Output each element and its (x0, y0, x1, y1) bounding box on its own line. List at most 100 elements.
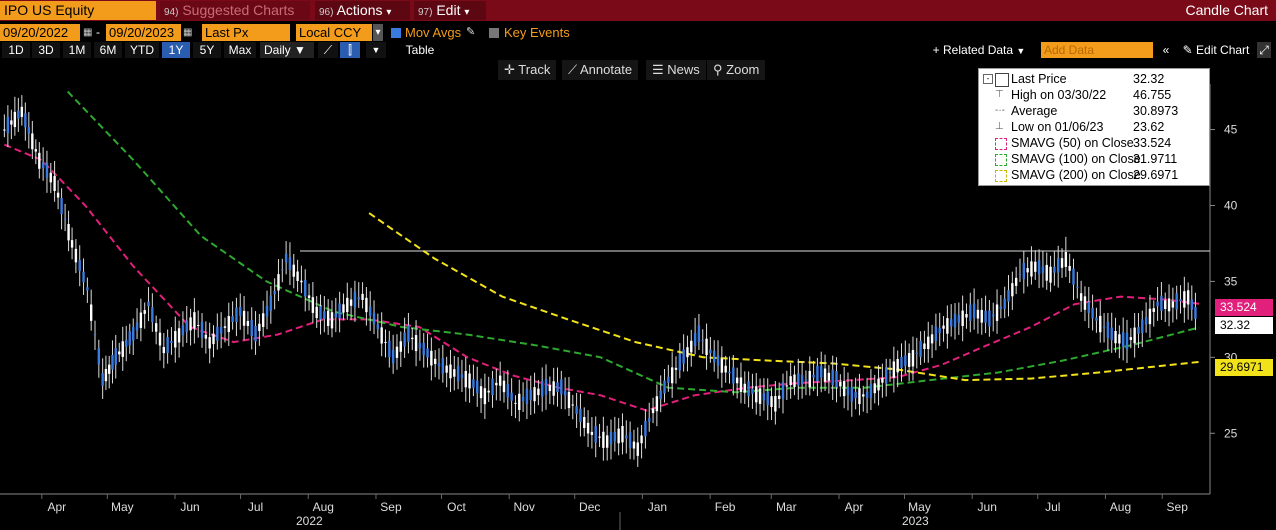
candle-body (640, 435, 643, 444)
news-label: News (667, 62, 700, 77)
collapse-icon[interactable]: - (983, 74, 993, 84)
candle-body (132, 327, 135, 341)
candle-body (304, 279, 307, 297)
candle-body (403, 332, 406, 347)
candle-body (1018, 273, 1022, 275)
line-chart-icon[interactable]: ⟋ (318, 42, 338, 58)
track-button[interactable]: ✛ Track (498, 60, 557, 80)
period-button-1m[interactable]: 1M (63, 42, 91, 58)
pencil-icon[interactable]: ✎ (466, 26, 476, 38)
y-tick-label: 40 (1224, 198, 1238, 212)
period-button-max[interactable]: Max (224, 42, 256, 58)
candle-body (1083, 296, 1087, 310)
candle-body (1064, 251, 1068, 267)
period-button-5y[interactable]: 5Y (193, 42, 221, 58)
x-tick-label: Oct (447, 500, 466, 514)
candle-body (147, 301, 150, 307)
period-button-ytd[interactable]: YTD (125, 42, 159, 58)
table-button[interactable]: Table (390, 42, 450, 58)
candle-body (307, 295, 311, 299)
candle-body (166, 337, 169, 354)
candle-body (747, 381, 750, 397)
candle-body (510, 392, 513, 401)
y-tick-label: 45 (1224, 123, 1238, 137)
candle-body (957, 315, 961, 323)
candle-body (579, 408, 582, 423)
news-button[interactable]: ☰ News (646, 60, 706, 80)
candle-body (800, 374, 804, 385)
candle-body (1041, 266, 1045, 273)
expand-icon[interactable]: ⤢ (1257, 42, 1271, 58)
zoom-button[interactable]: ⚲ Zoom (707, 60, 766, 80)
x-tick-label: Dec (579, 500, 600, 514)
key-events-checkbox[interactable] (489, 28, 499, 38)
currency-select[interactable]: Local CCY (296, 24, 372, 41)
candle-body (953, 313, 957, 328)
candle-body (548, 385, 552, 391)
candle-body (816, 365, 819, 382)
candle-body (1118, 334, 1121, 344)
chart-legend[interactable]: - Last Price 32.32 ⊤ High on 03/30/22 46… (978, 68, 1210, 186)
candle-body (223, 326, 227, 328)
period-button-6m[interactable]: 6M (94, 42, 122, 58)
candle-body (1068, 265, 1071, 271)
candle-body (1079, 293, 1083, 301)
annotate-button[interactable]: ⟋ Annotate (562, 60, 639, 80)
candle-body (563, 390, 567, 396)
magnifier-icon: ⚲ (713, 62, 723, 77)
suggested-charts-menu[interactable]: 94) Suggested Charts (160, 1, 310, 20)
candle-body (388, 340, 391, 357)
candle-body (885, 367, 888, 384)
security-ticker-field[interactable]: IPO US Equity (0, 1, 156, 20)
actions-menu[interactable]: 96) Actions ▾ (315, 1, 410, 20)
candle-body (560, 379, 563, 395)
candle-body (785, 385, 789, 387)
candle-body (636, 442, 639, 456)
candle-body (751, 388, 754, 394)
edit-chart-button[interactable]: ✎ Edit Chart (1178, 42, 1254, 58)
end-date-field[interactable]: 09/20/2023 (106, 24, 181, 41)
candle-body (533, 387, 536, 402)
candle-body (6, 116, 10, 134)
period-button-1y[interactable]: 1Y (162, 42, 190, 58)
chevron-down-icon[interactable]: ▼ (366, 42, 386, 58)
collapse-icon[interactable]: « (1157, 42, 1175, 58)
candle-chart-icon[interactable]: ⫿ (340, 42, 360, 58)
candle-body (571, 404, 574, 406)
last-price-tag: 32.32 (1215, 317, 1273, 334)
candle-body (319, 306, 322, 320)
pencil-icon: ✎ (1182, 43, 1193, 57)
mov-avgs-label: Mov Avgs (405, 25, 462, 40)
candle-body (1076, 286, 1079, 288)
candle-body (108, 364, 111, 374)
candle-body (82, 271, 85, 283)
edit-menu[interactable]: 97) Edit ▾ (414, 1, 486, 20)
related-data-button[interactable]: + Related Data ▼ (925, 42, 1033, 58)
price-field-select[interactable]: Last Px (202, 24, 290, 41)
x-tick-label: Sep (1167, 500, 1189, 514)
candle-body (49, 172, 52, 183)
candle-body (3, 129, 6, 131)
candle-body (441, 358, 445, 374)
legend-value: 30.8973 (1133, 104, 1179, 118)
mov-avgs-checkbox[interactable] (391, 28, 401, 38)
calendar-icon[interactable]: ▦ (83, 27, 93, 38)
add-data-field[interactable]: Add Data (1041, 42, 1153, 58)
period-button-1d[interactable]: 1D (2, 42, 30, 58)
candle-body (177, 328, 181, 343)
period-button-3d[interactable]: 3D (32, 42, 60, 58)
candle-body (411, 337, 414, 340)
calendar-icon[interactable]: ▦ (183, 27, 193, 38)
candle-body (1045, 264, 1048, 281)
frequency-select[interactable]: Daily ▼ (260, 42, 314, 58)
candle-body (701, 340, 704, 342)
start-date-field[interactable]: 09/20/2022 (0, 24, 80, 41)
candle-body (942, 325, 945, 329)
candle-body (154, 323, 158, 332)
candle-body (139, 312, 143, 328)
candle-body (949, 319, 953, 327)
candle-body (31, 133, 34, 150)
candle-body (284, 253, 288, 263)
chevron-down-icon[interactable]: ▾ (373, 24, 383, 41)
